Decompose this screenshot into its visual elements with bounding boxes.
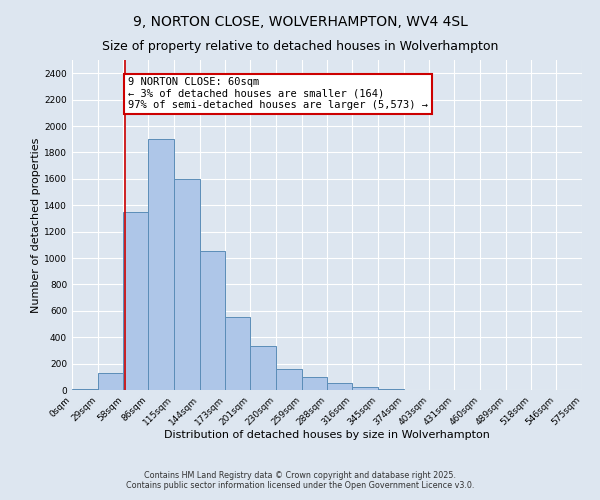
Text: Size of property relative to detached houses in Wolverhampton: Size of property relative to detached ho… [102, 40, 498, 53]
Text: 9, NORTON CLOSE, WOLVERHAMPTON, WV4 4SL: 9, NORTON CLOSE, WOLVERHAMPTON, WV4 4SL [133, 15, 467, 29]
Bar [352, 388, 378, 390]
Bar [124, 212, 148, 390]
Bar [200, 252, 226, 390]
Y-axis label: Number of detached properties: Number of detached properties [31, 138, 41, 312]
Bar [302, 377, 328, 390]
Bar [276, 369, 302, 390]
X-axis label: Distribution of detached houses by size in Wolverhampton: Distribution of detached houses by size … [164, 430, 490, 440]
Text: Contains HM Land Registry data © Crown copyright and database right 2025.
Contai: Contains HM Land Registry data © Crown c… [126, 470, 474, 490]
Bar [226, 318, 250, 390]
Bar [72, 388, 98, 390]
Bar [250, 346, 276, 390]
Bar [174, 179, 200, 390]
Text: 9 NORTON CLOSE: 60sqm
← 3% of detached houses are smaller (164)
97% of semi-deta: 9 NORTON CLOSE: 60sqm ← 3% of detached h… [128, 77, 428, 110]
Bar [148, 139, 174, 390]
Bar [98, 373, 124, 390]
Bar [328, 382, 352, 390]
